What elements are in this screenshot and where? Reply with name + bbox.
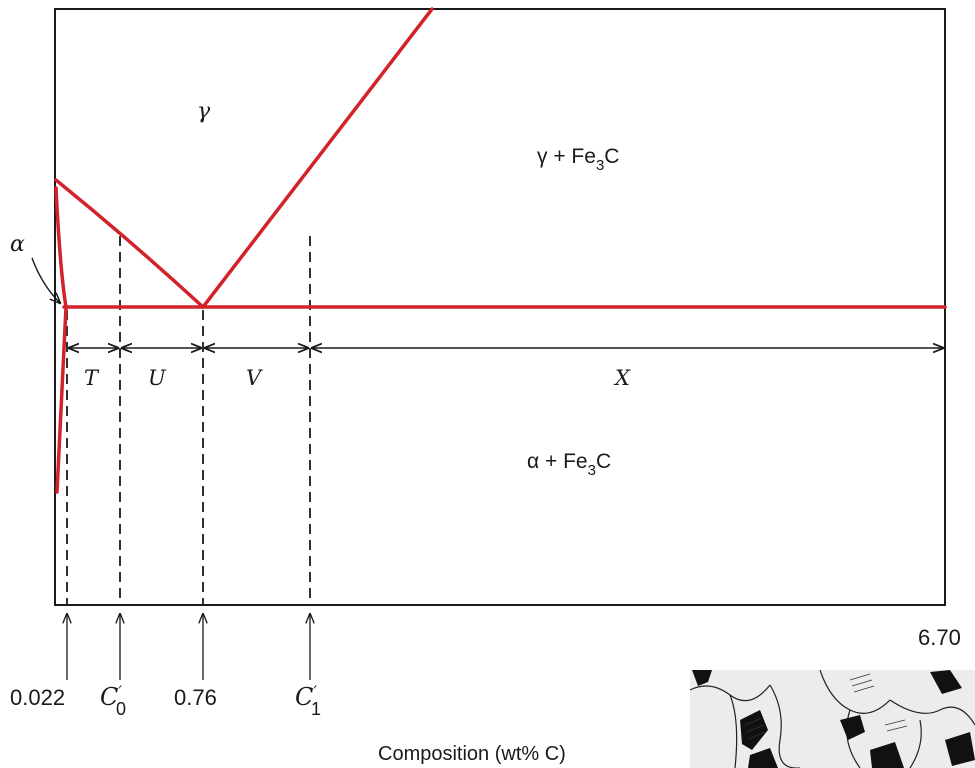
segment-label-x: X xyxy=(613,366,631,390)
region-label-gamma: γ xyxy=(197,99,211,124)
alpha-solvus-lower xyxy=(55,305,68,494)
region-label-gamma-fe3c: γ + Fe3C xyxy=(537,145,619,174)
c0-main: C xyxy=(100,683,118,711)
gamma-fe3c-main: γ + Fe xyxy=(537,145,596,168)
microstructure-drawing xyxy=(690,670,975,768)
acm-line xyxy=(201,7,434,309)
tick-label-076: 0.76 xyxy=(174,685,217,710)
segment-label-u: U xyxy=(148,366,167,390)
tick-label-0022: 0.022 xyxy=(10,685,65,710)
c0-sub: 0 xyxy=(116,699,126,719)
c1-prime: ′ xyxy=(313,682,317,701)
c1-sub: 1 xyxy=(311,699,321,719)
segment-label-v: V xyxy=(246,366,263,390)
alpha-fe3c-main: α + Fe xyxy=(527,450,588,473)
gamma-alpha-boundary xyxy=(54,178,205,309)
x-axis-label: Composition (wt% C) xyxy=(378,743,566,765)
alpha-fe3c-sub: 3 xyxy=(588,462,596,479)
tick-label-max: 6.70 xyxy=(918,625,961,650)
segment-label-t: T xyxy=(84,366,100,390)
alpha-pointer-arrow xyxy=(31,257,60,303)
alpha-fe3c-c: C xyxy=(596,450,611,473)
region-label-alpha: α xyxy=(10,232,25,257)
c0-prime: ′ xyxy=(118,682,122,701)
region-label-alpha-fe3c: α + Fe3C xyxy=(527,450,611,479)
c1-main: C xyxy=(295,683,313,711)
gamma-fe3c-c: C xyxy=(604,145,619,168)
alpha-solvus-upper xyxy=(54,186,68,309)
tick-label-c0: C′ 0 xyxy=(100,682,126,719)
gamma-fe3c-sub: 3 xyxy=(596,157,604,174)
microstructure-image xyxy=(690,670,975,768)
tick-label-c1: C′ 1 xyxy=(295,682,321,719)
